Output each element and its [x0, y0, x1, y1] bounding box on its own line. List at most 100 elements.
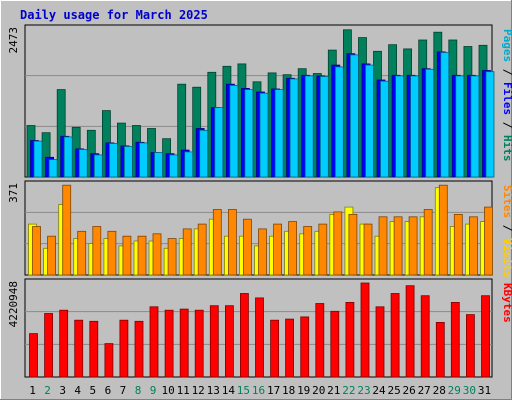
x-tick-label: 15 [237, 384, 250, 397]
bar-kbytes-day-15 [239, 293, 249, 378]
bar-kbytes-day-2 [44, 313, 53, 378]
bar-sites-day-2 [47, 235, 56, 276]
bar-kbytes-day-7 [119, 319, 129, 378]
bar-pages-day-31 [485, 71, 495, 178]
bar-sites-day-24 [378, 216, 388, 276]
bar-pages-day-6 [109, 143, 118, 178]
series-legend-middle: Sites / Visits [501, 185, 512, 278]
bar-pages-day-14 [229, 85, 239, 178]
bar-kbytes-day-31 [481, 295, 490, 378]
bar-kbytes-day-30 [465, 314, 475, 378]
bar-kbytes-day-23 [360, 282, 370, 378]
bar-sites-day-8 [137, 235, 147, 276]
legend-part: / [501, 218, 512, 238]
bar-kbytes-day-27 [420, 295, 430, 378]
legend-part: Visits [501, 238, 512, 278]
bar-sites-day-30 [468, 216, 478, 276]
bar-kbytes-day-4 [74, 319, 84, 378]
x-tick-label: 27 [418, 384, 431, 397]
x-tick-label: 7 [120, 384, 127, 397]
x-tick-label: 21 [327, 384, 340, 397]
bar-kbytes-day-13 [209, 305, 219, 378]
bar-kbytes-day-16 [255, 297, 264, 378]
bar-pages-day-28 [440, 52, 450, 178]
bar-pages-day-4 [78, 149, 88, 178]
bar-pages-day-5 [93, 154, 103, 178]
bar-kbytes-day-26 [405, 285, 415, 378]
bar-pages-day-30 [470, 75, 480, 178]
x-tick-label: 6 [105, 384, 112, 397]
bar-sites-day-13 [212, 209, 222, 276]
x-tick-label: 22 [342, 384, 355, 397]
x-tick-label: 24 [372, 384, 386, 397]
bar-kbytes-day-18 [285, 318, 295, 378]
bar-pages-day-17 [274, 89, 284, 178]
chart-title: Daily usage for March 2025 [20, 8, 208, 22]
bar-sites-day-22 [348, 213, 358, 276]
bar-kbytes-day-28 [435, 321, 445, 378]
bar-pages-day-3 [63, 136, 73, 178]
legend-part: Pages [501, 29, 512, 62]
bar-kbytes-day-6 [104, 343, 114, 378]
bar-kbytes-day-12 [194, 309, 204, 378]
x-tick-label: 26 [402, 384, 415, 397]
bar-kbytes-day-21 [330, 310, 340, 378]
x-tick-label: 3 [59, 384, 66, 397]
legend-part: / [501, 115, 512, 135]
bar-pages-day-19 [304, 75, 314, 178]
bar-kbytes-day-3 [59, 309, 69, 378]
bar-kbytes-day-8 [134, 320, 144, 378]
x-tick-label: 19 [297, 384, 310, 397]
bar-sites-day-28 [438, 184, 448, 276]
bar-sites-day-26 [408, 216, 418, 276]
bar-sites-day-7 [122, 235, 132, 276]
bar-pages-day-9 [154, 152, 163, 178]
bar-kbytes-day-24 [375, 306, 385, 378]
x-tick-label: 16 [252, 384, 265, 397]
bar-pages-day-1 [33, 140, 43, 178]
x-tick-label: 23 [357, 384, 370, 397]
bar-pages-day-29 [455, 75, 465, 178]
bar-sites-day-17 [273, 223, 283, 276]
bar-pages-day-13 [214, 107, 224, 178]
bar-sites-day-12 [197, 223, 207, 276]
bar-pages-day-12 [199, 129, 209, 178]
bar-sites-day-6 [107, 230, 117, 276]
x-tick-label: 1 [29, 384, 36, 397]
bar-sites-day-1 [32, 226, 41, 276]
x-tick-label: 11 [177, 384, 190, 397]
x-tick-label: 12 [192, 384, 205, 397]
bar-sites-day-4 [77, 230, 87, 276]
bar-pages-day-23 [365, 64, 374, 178]
bar-sites-day-15 [242, 218, 252, 276]
bar-pages-day-22 [349, 54, 359, 178]
bar-sites-day-11 [182, 228, 192, 276]
legend-part: Sites [501, 185, 512, 218]
x-tick-label: 14 [222, 384, 236, 397]
bar-pages-day-15 [244, 89, 254, 178]
bar-sites-day-10 [167, 238, 177, 276]
bar-sites-day-27 [423, 209, 433, 276]
legend-part: KBytes [501, 283, 512, 323]
bar-sites-day-20 [318, 223, 328, 276]
bar-sites-day-23 [363, 223, 373, 276]
legend-part: Files [501, 82, 512, 115]
max-label-bottom: 4220948 [7, 281, 20, 327]
x-tick-label: 10 [161, 384, 174, 397]
bar-pages-day-27 [425, 68, 435, 178]
bar-pages-day-18 [289, 78, 299, 178]
x-tick-label: 13 [207, 384, 220, 397]
bar-sites-day-14 [227, 209, 237, 276]
bar-sites-day-29 [453, 213, 463, 276]
x-tick-label: 9 [150, 384, 157, 397]
x-tick-label: 30 [463, 384, 476, 397]
max-label-top: 2473 [7, 27, 20, 54]
x-tick-label: 4 [74, 384, 81, 397]
panel-middle: 371 Sites / Visits [7, 180, 512, 278]
bar-sites-day-9 [152, 233, 162, 276]
bar-sites-day-16 [258, 228, 267, 276]
x-tick-label: 2 [44, 384, 51, 397]
bar-sites-day-3 [62, 184, 72, 276]
legend-part: / [501, 62, 512, 82]
